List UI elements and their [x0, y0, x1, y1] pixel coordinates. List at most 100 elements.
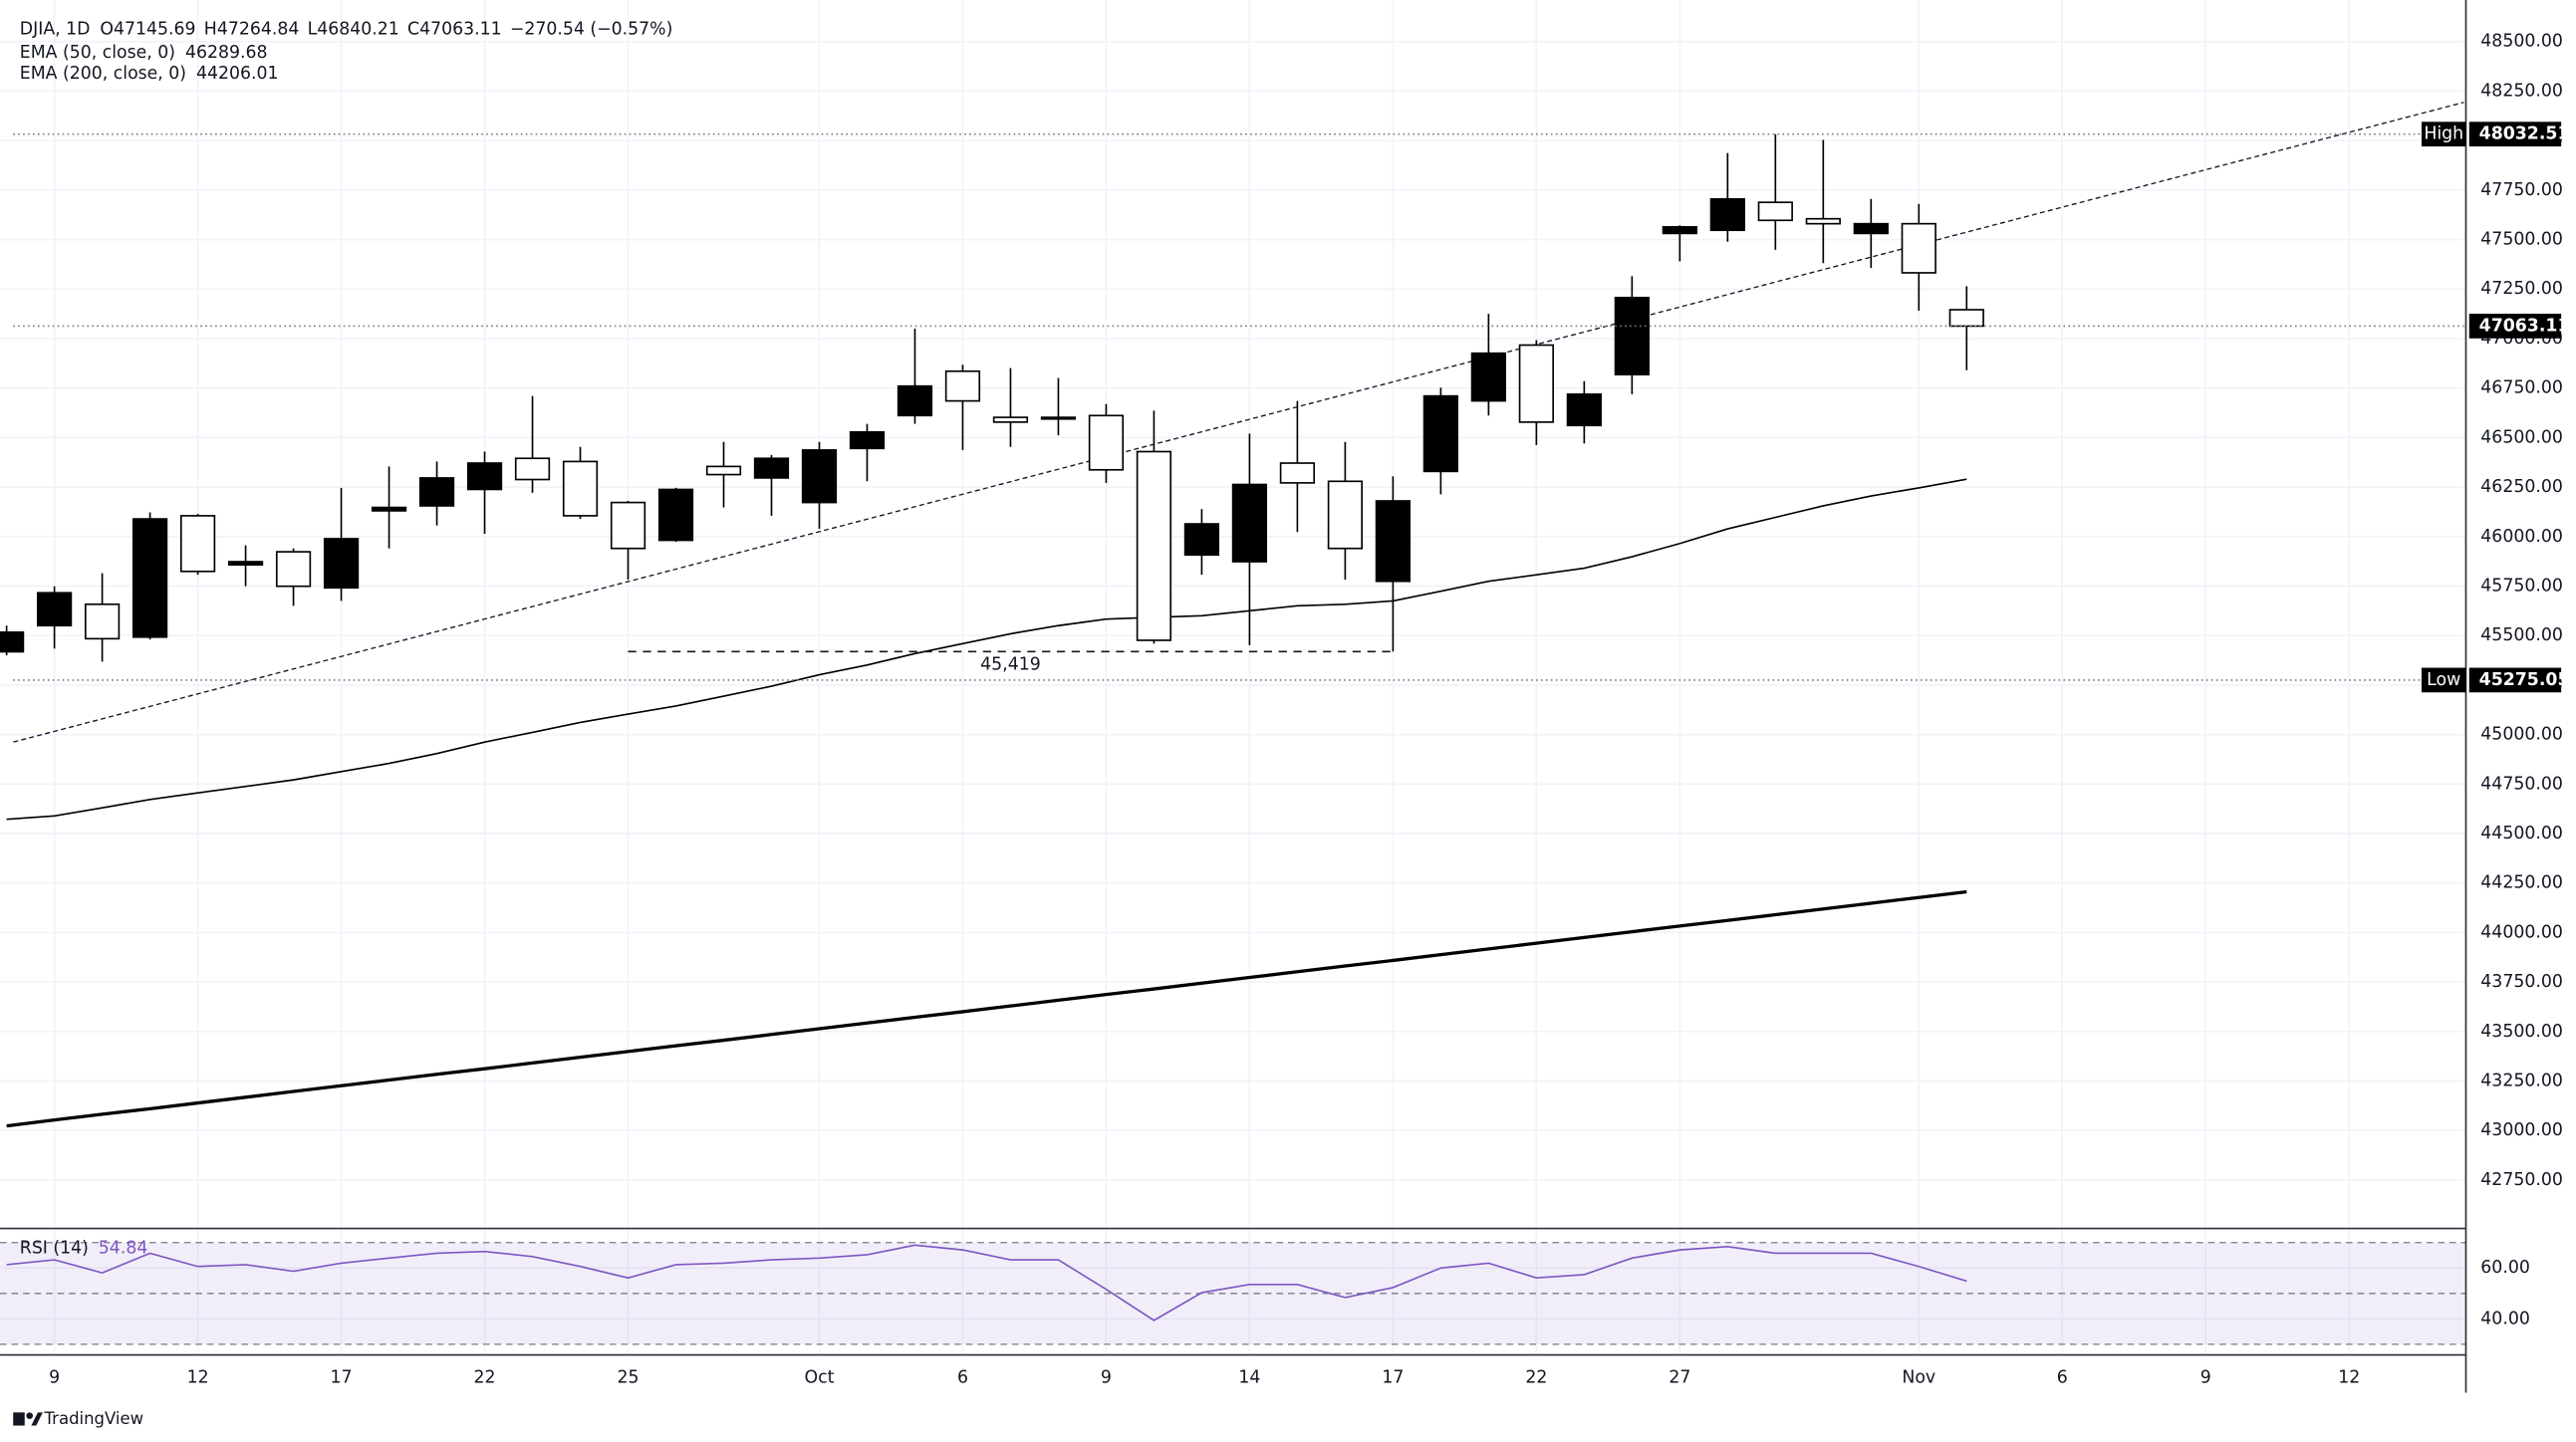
extreme-label: Low: [2427, 670, 2460, 690]
candle-body: [514, 457, 551, 481]
y-tick-label: 48250.00: [2480, 81, 2563, 101]
extreme-value: 45275.05: [2479, 670, 2570, 690]
logo-mark: [31, 1412, 43, 1426]
rsi-line: [6, 1244, 1967, 1322]
x-tick-label: 22: [1525, 1368, 1547, 1388]
y-tick-label: 46500.00: [2480, 427, 2563, 447]
x-tick-label: 14: [1238, 1368, 1260, 1388]
candle-body: [131, 518, 168, 638]
ema-line: [6, 478, 1967, 821]
candle-body: [753, 457, 790, 479]
x-tick-label: 25: [618, 1368, 640, 1388]
change: −270.54 (−0.57%): [510, 20, 672, 40]
watermark: TradingView: [44, 1409, 144, 1428]
ohlc-value: 47145.69: [114, 20, 196, 40]
x-tick-label: 22: [474, 1368, 496, 1388]
ohlc-value: 47063.11: [419, 20, 502, 40]
legend-value: 44206.01: [196, 64, 279, 84]
y-tick-label: 43250.00: [2480, 1072, 2563, 1091]
candle-body: [897, 384, 933, 417]
candle-body: [227, 561, 264, 567]
legend-entry: EMA (50, close, 0) 46289.68: [20, 43, 268, 63]
y-tick-label: 46750.00: [2480, 378, 2563, 398]
candle-body: [371, 506, 407, 512]
candle-body: [418, 477, 455, 507]
extreme-label: High: [2424, 124, 2463, 144]
legend-entry: EMA (200, close, 0) 44206.01: [20, 64, 279, 84]
x-tick-label: 9: [1101, 1368, 1112, 1388]
y-tick-label: 47750.00: [2480, 180, 2563, 200]
y-tick-label: 43750.00: [2480, 972, 2563, 992]
plot: 45,419: [0, 102, 2466, 1345]
y-tick-label: 42750.00: [2480, 1170, 2563, 1190]
candle-body: [0, 630, 25, 653]
extreme-label-tag: [2421, 121, 2466, 147]
candle-body: [1183, 523, 1220, 557]
candle-body: [1948, 309, 1984, 328]
candle-body: [1088, 414, 1125, 471]
grid: [0, 0, 2466, 1355]
x-tick-label: Nov: [1902, 1368, 1935, 1388]
y-tick-label: 45750.00: [2480, 576, 2563, 596]
header: DJIA, 1D O47145.69 H47264.84 L46840.21 C4706…: [20, 20, 673, 40]
candle-body: [1901, 222, 1936, 274]
y-tick-label: 46000.00: [2480, 527, 2563, 547]
x-tick-label: Oct: [805, 1368, 835, 1388]
logo-mark: [26, 1412, 34, 1419]
candle-body: [1757, 201, 1793, 222]
y-tick-label: 45500.00: [2480, 625, 2563, 645]
candle-body: [1709, 197, 1745, 232]
y-tick-label: 43500.00: [2480, 1022, 2563, 1042]
y-tick-label: 45000.00: [2480, 725, 2563, 745]
x-tick-label: 9: [2200, 1368, 2211, 1388]
y-tick-label: 44500.00: [2480, 824, 2563, 843]
x-tick-label: 17: [1382, 1368, 1404, 1388]
y-tick-label: 47250.00: [2480, 279, 2563, 299]
candle-body: [1566, 393, 1602, 427]
candle-body: [944, 369, 981, 402]
candle-body: [1279, 462, 1316, 484]
rsi-legend: RSI (14) 54.84: [20, 1238, 148, 1258]
logo: TradingView: [13, 1409, 143, 1428]
candle-body: [1327, 480, 1364, 550]
candle-body: [1040, 416, 1077, 420]
candle-body: [179, 515, 216, 573]
candle-body: [84, 602, 121, 640]
legend-name: EMA (50, close, 0): [20, 43, 175, 63]
candle-body: [1375, 500, 1412, 583]
y-tick-label: 46250.00: [2480, 477, 2563, 497]
candle-body: [1518, 344, 1554, 423]
candle-body: [1853, 222, 1889, 235]
candle-body: [1470, 352, 1506, 402]
ohlc-value: 46840.21: [317, 20, 399, 40]
candle-body: [466, 462, 503, 491]
candle-body: [849, 430, 886, 450]
candle-body: [705, 465, 742, 476]
y-tick-label: 47500.00: [2480, 230, 2563, 250]
candle-body: [323, 538, 360, 590]
y-tick-label: 48500.00: [2480, 32, 2563, 52]
rsi-name: RSI (14): [20, 1238, 89, 1258]
y-tick-label: 44000.00: [2480, 922, 2563, 942]
annotation-label: 45,419: [980, 654, 1041, 674]
y-tick-label: 44750.00: [2480, 774, 2563, 794]
ohlc-value: 47264.84: [217, 20, 300, 40]
candle-body: [275, 551, 312, 588]
candle-body: [657, 488, 694, 542]
extreme-label-tag: [2421, 667, 2466, 693]
rsi-tick-label: 60.00: [2480, 1258, 2530, 1278]
rsi-value: 54.84: [99, 1238, 148, 1258]
last-price-tag: [2468, 314, 2562, 339]
rsi-tick-label: 40.00: [2480, 1309, 2530, 1328]
axes: 48500.0048250.0048000.0047750.0047500.00…: [49, 32, 2569, 1388]
candle-body: [992, 416, 1029, 423]
ohlc-label: C: [407, 20, 419, 40]
ema-line: [6, 889, 1967, 1128]
x-tick-label: 9: [49, 1368, 60, 1388]
extreme-value: 48032.51: [2479, 124, 2570, 144]
trendline: [13, 102, 2464, 743]
x-tick-label: 17: [331, 1368, 353, 1388]
